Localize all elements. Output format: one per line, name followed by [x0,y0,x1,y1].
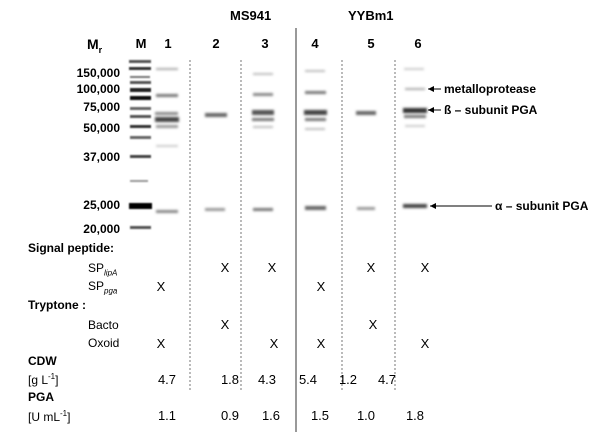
marker-25000: 25,000 [83,198,120,212]
marker-75000: 75,000 [83,100,120,114]
lane-6-bands [403,68,427,208]
cdw-unit: [g L-1] [28,372,59,387]
group-ms941: MS941 [230,8,272,23]
oxoid-lane-4: X [316,336,326,351]
bacto-lane-2: X [220,317,230,332]
sp-pga-lane-1: X [156,279,166,294]
cdw-lane-2: 1.8 [220,372,240,387]
pga-heading: PGA [28,390,55,404]
sp-lipa-label: SPlipA [88,261,118,278]
lane-header-2: 2 [212,36,220,51]
marker-100000: 100,000 [76,82,120,96]
sp-pga-label: SPpga [88,279,118,296]
cdw-heading: CDW [28,354,57,368]
lane-header-5: 5 [367,36,375,51]
lane-header-3: 3 [261,36,269,51]
lane-2-bands [205,113,227,211]
sp-lipa-lane-6: X [420,260,430,275]
pga-lane-1: 1.1 [157,408,177,423]
lane-m-bands [129,60,152,229]
cdw-lane-5: 1.2 [338,372,358,387]
annotation-metalloprotease: metalloprotease [444,82,537,96]
sp-pga-lane-4: X [316,279,326,294]
group-yybm1: YYBm1 [348,8,394,23]
pga-lane-4: 1.5 [310,408,330,423]
pga-lane-6: 1.8 [405,408,425,423]
lane-header-m: M [135,36,147,51]
lane-4-bands [304,70,327,210]
sp-lipa-lane-2: X [220,260,230,275]
lane-header-6: 6 [414,36,422,51]
annotation-alpha-subunit: α – subunit PGA [495,199,589,213]
oxoid-lane-1: X [156,336,166,351]
signal-peptide-heading: Signal peptide: [28,241,115,255]
cdw-lane-3: 4.3 [257,372,277,387]
sp-lipa-lane-3: X [267,260,277,275]
mr-label: Mr [87,36,103,55]
tryptone-heading: Tryptone : [28,298,87,312]
marker-150000: 150,000 [76,66,120,80]
cdw-lane-4: 5.4 [298,372,318,387]
marker-50000: 50,000 [83,121,120,135]
oxoid-lane-3: X [269,336,279,351]
marker-20000: 20,000 [83,222,120,236]
lane-header-1: 1 [164,36,172,51]
bacto-label: Bacto [88,318,119,332]
cdw-lane-6: 4.7 [377,372,397,387]
oxoid-lane-6: X [420,336,430,351]
marker-37000: 37,000 [83,150,120,164]
oxoid-label: Oxoid [88,336,120,350]
lane-3-bands [252,73,274,211]
bacto-lane-5: X [368,317,378,332]
lane-1-bands [155,68,179,213]
pga-lane-2: 0.9 [220,408,240,423]
pga-lane-3: 1.6 [261,408,281,423]
lane-header-4: 4 [311,36,319,51]
lane-5-bands [356,111,376,210]
sp-lipa-lane-5: X [366,260,376,275]
pga-unit: [U mL-1] [28,409,71,424]
cdw-lane-1: 4.7 [157,372,177,387]
annotation-beta-subunit: ß – subunit PGA [444,103,538,117]
pga-lane-5: 1.0 [356,408,376,423]
